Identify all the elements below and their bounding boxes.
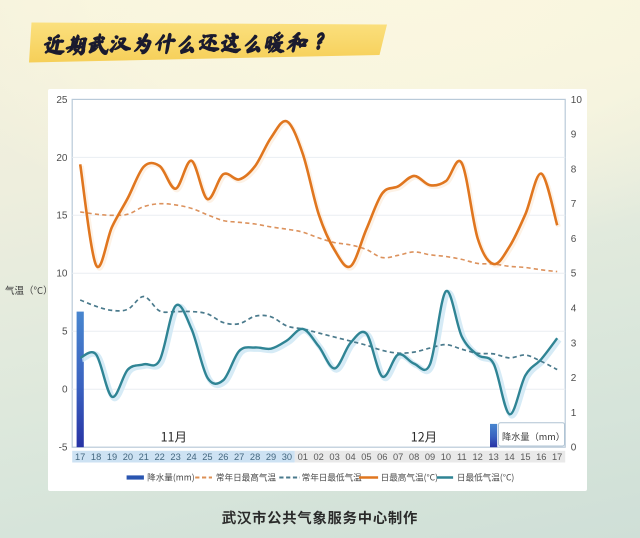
- svg-text:07: 07: [393, 452, 403, 462]
- svg-text:13: 13: [488, 452, 498, 462]
- svg-text:20: 20: [123, 452, 133, 462]
- svg-text:-5: -5: [59, 443, 68, 454]
- svg-text:常年日最低气温: 常年日最低气温: [302, 472, 363, 484]
- svg-text:16: 16: [536, 452, 546, 462]
- svg-text:09: 09: [425, 452, 435, 462]
- svg-text:23: 23: [170, 452, 180, 462]
- svg-text:降水量（mm）: 降水量（mm）: [502, 429, 565, 443]
- svg-text:5: 5: [62, 327, 68, 338]
- svg-text:25: 25: [202, 452, 212, 462]
- svg-text:11: 11: [457, 452, 467, 462]
- svg-text:4: 4: [571, 304, 577, 315]
- svg-text:17: 17: [75, 452, 85, 462]
- svg-text:17: 17: [552, 452, 562, 462]
- svg-text:8: 8: [571, 164, 577, 175]
- svg-text:5: 5: [571, 269, 577, 280]
- svg-text:14: 14: [504, 452, 514, 462]
- svg-text:12: 12: [473, 452, 483, 462]
- svg-text:降水量(mm): 降水量(mm): [147, 472, 195, 484]
- svg-text:1: 1: [571, 408, 577, 419]
- svg-text:0: 0: [571, 443, 577, 454]
- svg-text:气温（°C）: 气温（°C）: [5, 283, 53, 297]
- svg-text:12月: 12月: [411, 427, 437, 446]
- svg-text:28: 28: [250, 452, 260, 462]
- svg-text:01: 01: [298, 452, 308, 462]
- svg-text:21: 21: [139, 452, 149, 462]
- svg-text:04: 04: [345, 452, 355, 462]
- svg-text:22: 22: [155, 452, 165, 462]
- svg-text:0: 0: [62, 385, 68, 396]
- svg-text:10: 10: [571, 95, 583, 106]
- svg-text:15: 15: [56, 211, 68, 222]
- svg-text:05: 05: [361, 452, 371, 462]
- svg-text:15: 15: [520, 452, 530, 462]
- svg-text:02: 02: [314, 452, 324, 462]
- svg-text:11月: 11月: [161, 427, 187, 446]
- svg-text:2: 2: [571, 373, 577, 384]
- svg-text:20: 20: [56, 153, 68, 164]
- svg-text:08: 08: [409, 452, 419, 462]
- svg-text:19: 19: [107, 452, 117, 462]
- svg-text:29: 29: [266, 452, 276, 462]
- svg-text:6: 6: [571, 234, 577, 245]
- svg-text:06: 06: [377, 452, 387, 462]
- svg-text:25: 25: [56, 95, 68, 106]
- svg-text:10: 10: [56, 269, 68, 280]
- svg-text:3: 3: [571, 338, 577, 349]
- svg-text:18: 18: [91, 452, 101, 462]
- svg-text:03: 03: [329, 452, 339, 462]
- svg-text:30: 30: [282, 452, 292, 462]
- svg-text:10: 10: [441, 452, 451, 462]
- svg-text:26: 26: [218, 452, 228, 462]
- svg-text:9: 9: [571, 130, 577, 141]
- svg-text:7: 7: [571, 199, 577, 210]
- svg-text:24: 24: [186, 452, 196, 462]
- svg-text:常年日最高气温: 常年日最高气温: [216, 472, 277, 484]
- svg-text:日最低气温(°C): 日最低气温(°C): [457, 472, 515, 484]
- svg-text:日最高气温(°C): 日最高气温(°C): [381, 472, 439, 484]
- svg-text:27: 27: [234, 452, 244, 462]
